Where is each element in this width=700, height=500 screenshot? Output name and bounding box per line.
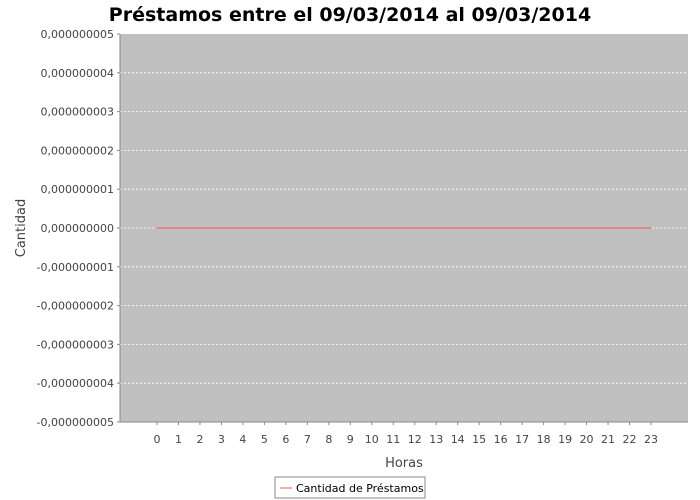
- x-tick-label: 2: [196, 433, 203, 446]
- data-point: [156, 227, 158, 229]
- y-tick-label: 0,000000003: [41, 106, 114, 119]
- legend-box: [274, 476, 426, 499]
- x-tick-label: 5: [261, 433, 268, 446]
- x-tick-label: 8: [325, 433, 332, 446]
- data-point: [628, 227, 631, 229]
- data-point: [285, 227, 287, 229]
- data-point: [607, 227, 609, 229]
- data-point: [392, 227, 394, 229]
- x-tick-label: 17: [515, 433, 529, 446]
- x-tick-label: 4: [239, 433, 246, 446]
- x-axis-ticks: 0 1 2 3 4 5 6 7 8 9 10 11 12 13 14 15 16 17 18 19 20 21 22 23: [154, 422, 658, 446]
- y-tick-label: -0,000000003: [37, 338, 114, 351]
- data-point: [263, 227, 265, 229]
- data-point: [521, 227, 523, 229]
- data-point: [349, 227, 351, 229]
- y-tick-label: -0,000000002: [37, 300, 114, 313]
- y-axis-label: Cantidad: [14, 199, 29, 257]
- data-point: [306, 227, 308, 229]
- x-tick-label: 21: [601, 433, 615, 446]
- x-tick-label: 22: [623, 433, 637, 446]
- data-point: [585, 227, 588, 229]
- data-point: [478, 227, 480, 229]
- series-group: [156, 227, 652, 229]
- data-point: [543, 227, 545, 229]
- x-tick-label: 20: [580, 433, 594, 446]
- x-tick-label: 0: [154, 433, 161, 446]
- x-tick-label: 23: [644, 433, 658, 446]
- data-point: [328, 227, 330, 229]
- x-axis-label: Horas: [385, 456, 423, 471]
- data-point: [457, 227, 459, 229]
- x-tick-label: 9: [347, 433, 354, 446]
- x-tick-label: 7: [304, 433, 311, 446]
- y-tick-label: 0,000000002: [41, 144, 114, 157]
- data-point: [414, 227, 416, 229]
- y-tick-label: 0,000000004: [41, 67, 114, 80]
- legend: Cantidad de Préstamos: [274, 476, 426, 499]
- data-point: [220, 227, 223, 229]
- y-tick-label: -0,000000001: [37, 261, 114, 274]
- data-point: [650, 227, 652, 229]
- y-tick-label: 0,000000000: [41, 222, 114, 235]
- x-tick-label: 3: [218, 433, 225, 446]
- y-tick-label: 0,000000001: [41, 183, 114, 196]
- y-tick-label: 0,000000005: [41, 28, 114, 41]
- chart-title: Préstamos entre el 09/03/2014 al 09/03/2…: [109, 4, 591, 26]
- data-point: [371, 227, 373, 229]
- x-tick-label: 19: [558, 433, 572, 446]
- legend-label: Cantidad de Préstamos: [296, 482, 424, 495]
- x-tick-label: 15: [472, 433, 486, 446]
- data-point: [177, 227, 180, 229]
- y-tick-label: -0,000000005: [37, 416, 114, 429]
- x-tick-label: 16: [494, 433, 508, 446]
- data-point: [199, 227, 201, 229]
- data-point: [242, 227, 244, 229]
- x-tick-label: 18: [537, 433, 551, 446]
- y-tick-label: -0,000000004: [37, 377, 114, 390]
- x-tick-label: 11: [386, 433, 400, 446]
- data-point: [435, 227, 437, 229]
- x-tick-label: 1: [175, 433, 182, 446]
- data-point: [564, 227, 566, 229]
- y-axis-ticks: 0,000000005 0,000000004 0,000000003 0,00000…: [37, 28, 120, 429]
- x-tick-label: 6: [282, 433, 289, 446]
- x-tick-label: 14: [451, 433, 465, 446]
- data-point: [500, 227, 502, 229]
- x-tick-label: 10: [365, 433, 379, 446]
- x-tick-label: 13: [429, 433, 443, 446]
- x-tick-label: 12: [408, 433, 422, 446]
